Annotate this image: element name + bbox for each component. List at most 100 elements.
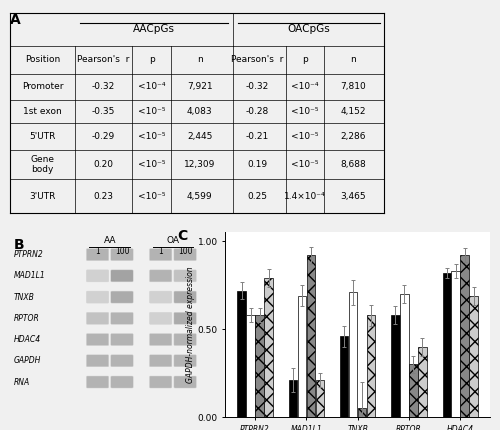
FancyBboxPatch shape: [174, 312, 197, 324]
FancyBboxPatch shape: [150, 334, 172, 346]
Bar: [246, 315, 255, 417]
Bar: [340, 336, 348, 417]
Text: C: C: [178, 229, 188, 243]
FancyBboxPatch shape: [86, 312, 108, 324]
Text: 0.19: 0.19: [247, 160, 268, 169]
Bar: [298, 296, 306, 417]
Text: OACpGs: OACpGs: [288, 24, 330, 34]
Text: <10⁻⁵: <10⁻⁵: [138, 107, 166, 116]
Text: 100: 100: [114, 246, 129, 255]
Bar: [409, 364, 418, 417]
Text: -0.35: -0.35: [92, 107, 116, 116]
Text: RNA: RNA: [14, 378, 30, 387]
Text: <10⁻⁵: <10⁻⁵: [138, 191, 166, 200]
FancyBboxPatch shape: [111, 270, 133, 282]
FancyBboxPatch shape: [150, 291, 172, 303]
Text: p: p: [302, 55, 308, 64]
Bar: [358, 408, 366, 417]
Text: p: p: [148, 55, 154, 64]
Text: Gene
body: Gene body: [30, 155, 54, 174]
Text: 1st exon: 1st exon: [24, 107, 62, 116]
Text: GAPDH: GAPDH: [14, 356, 42, 366]
Text: 0.20: 0.20: [94, 160, 114, 169]
Text: B: B: [14, 238, 24, 252]
FancyBboxPatch shape: [150, 312, 172, 324]
Bar: [256, 315, 264, 417]
Text: <10⁻⁵: <10⁻⁵: [292, 107, 319, 116]
Text: 3,465: 3,465: [340, 191, 366, 200]
Bar: [418, 347, 426, 417]
Text: AA: AA: [104, 237, 116, 246]
Bar: [288, 380, 297, 417]
Text: <10⁻⁵: <10⁻⁵: [138, 132, 166, 141]
Text: n: n: [196, 55, 202, 64]
FancyBboxPatch shape: [86, 376, 108, 388]
FancyBboxPatch shape: [86, 355, 108, 367]
FancyBboxPatch shape: [150, 376, 172, 388]
Text: 12,309: 12,309: [184, 160, 216, 169]
Text: -0.28: -0.28: [246, 107, 269, 116]
Text: Promoter: Promoter: [22, 83, 64, 91]
FancyBboxPatch shape: [150, 249, 172, 261]
FancyBboxPatch shape: [111, 376, 133, 388]
Text: 1: 1: [95, 246, 100, 255]
Text: <10⁻⁴: <10⁻⁴: [138, 83, 166, 91]
Text: Position: Position: [25, 55, 60, 64]
Text: 0.25: 0.25: [247, 191, 267, 200]
Text: 7,810: 7,810: [340, 83, 366, 91]
FancyBboxPatch shape: [174, 355, 197, 367]
Text: <10⁻⁵: <10⁻⁵: [138, 160, 166, 169]
Text: n: n: [350, 55, 356, 64]
Bar: [306, 255, 315, 417]
Text: Pearson's  r: Pearson's r: [78, 55, 130, 64]
FancyBboxPatch shape: [111, 334, 133, 346]
Text: 100: 100: [178, 246, 192, 255]
Bar: [391, 315, 400, 417]
Text: OA: OA: [166, 237, 179, 246]
Text: -0.32: -0.32: [246, 83, 269, 91]
Bar: [452, 271, 460, 417]
FancyBboxPatch shape: [86, 270, 108, 282]
Text: TNXB: TNXB: [14, 292, 35, 301]
Text: PTPRN2: PTPRN2: [14, 250, 44, 259]
Text: MAD1L1: MAD1L1: [14, 271, 46, 280]
Bar: [367, 315, 376, 417]
Text: 4,599: 4,599: [187, 191, 212, 200]
Text: 5'UTR: 5'UTR: [30, 132, 56, 141]
FancyBboxPatch shape: [174, 270, 197, 282]
Text: A: A: [10, 13, 21, 27]
Bar: [316, 380, 324, 417]
Text: 8,688: 8,688: [340, 160, 366, 169]
FancyBboxPatch shape: [111, 249, 133, 261]
Text: AACpGs: AACpGs: [133, 24, 175, 34]
FancyBboxPatch shape: [174, 249, 197, 261]
Text: <10⁻⁵: <10⁻⁵: [292, 132, 319, 141]
FancyBboxPatch shape: [174, 376, 197, 388]
Text: -0.21: -0.21: [246, 132, 269, 141]
Bar: [400, 294, 408, 417]
FancyBboxPatch shape: [86, 334, 108, 346]
Text: HDAC4: HDAC4: [14, 335, 41, 344]
Text: 7,921: 7,921: [187, 83, 212, 91]
Text: 4,152: 4,152: [340, 107, 366, 116]
Y-axis label: GAPDH-normalized expression: GAPDH-normalized expression: [186, 267, 195, 383]
FancyBboxPatch shape: [111, 291, 133, 303]
Text: 1.4×10⁻⁴: 1.4×10⁻⁴: [284, 191, 326, 200]
FancyBboxPatch shape: [86, 249, 108, 261]
Text: <10⁻⁴: <10⁻⁴: [292, 83, 319, 91]
Bar: [470, 296, 478, 417]
Text: 3'UTR: 3'UTR: [30, 191, 56, 200]
FancyBboxPatch shape: [150, 355, 172, 367]
Text: 0.23: 0.23: [94, 191, 114, 200]
Bar: [238, 291, 246, 417]
FancyBboxPatch shape: [111, 355, 133, 367]
Text: -0.29: -0.29: [92, 132, 115, 141]
Text: 1: 1: [158, 246, 163, 255]
Text: <10⁻⁵: <10⁻⁵: [292, 160, 319, 169]
Bar: [442, 273, 451, 417]
FancyBboxPatch shape: [111, 312, 133, 324]
FancyBboxPatch shape: [150, 270, 172, 282]
FancyBboxPatch shape: [174, 334, 197, 346]
Text: 2,445: 2,445: [187, 132, 212, 141]
FancyBboxPatch shape: [174, 291, 197, 303]
